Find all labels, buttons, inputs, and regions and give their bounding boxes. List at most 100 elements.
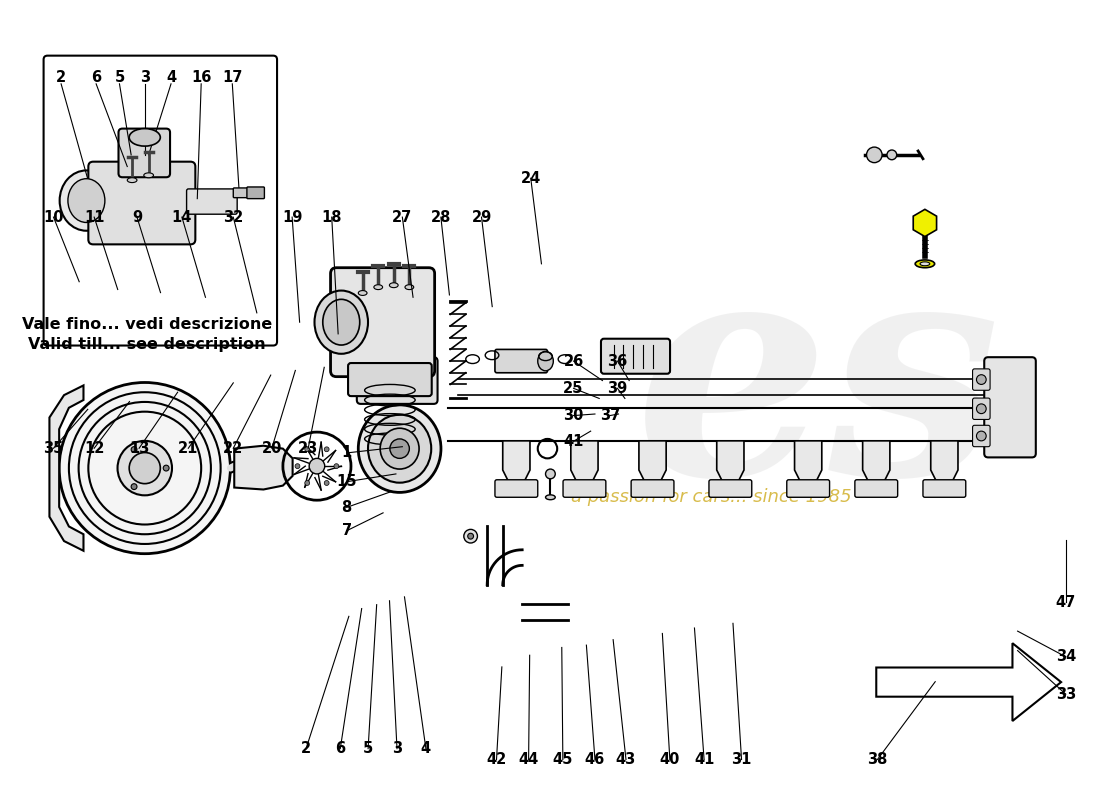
Circle shape (389, 439, 409, 458)
Text: 34: 34 (1056, 650, 1076, 664)
Circle shape (977, 374, 987, 385)
Text: 35: 35 (43, 441, 64, 456)
FancyBboxPatch shape (331, 268, 434, 377)
FancyBboxPatch shape (601, 338, 670, 374)
FancyBboxPatch shape (119, 129, 170, 178)
Text: Valid till... see description: Valid till... see description (28, 337, 265, 352)
Text: 19: 19 (282, 210, 303, 225)
FancyBboxPatch shape (187, 189, 238, 214)
Text: 24: 24 (520, 170, 541, 186)
Text: a passion for cars... since 1985: a passion for cars... since 1985 (571, 488, 851, 506)
Circle shape (163, 465, 169, 471)
Text: 32: 32 (223, 210, 243, 225)
Polygon shape (234, 446, 293, 490)
Circle shape (977, 431, 987, 441)
Circle shape (464, 530, 477, 543)
Ellipse shape (68, 178, 104, 222)
Text: 5: 5 (363, 741, 373, 756)
Text: 16: 16 (191, 70, 211, 85)
Text: 41: 41 (694, 752, 714, 767)
Circle shape (546, 469, 556, 478)
Ellipse shape (405, 285, 414, 290)
Text: Vale fino... vedi descrizione: Vale fino... vedi descrizione (22, 318, 272, 332)
Text: 40: 40 (660, 752, 680, 767)
Polygon shape (50, 386, 84, 550)
FancyBboxPatch shape (356, 357, 438, 404)
FancyBboxPatch shape (972, 426, 990, 446)
FancyBboxPatch shape (495, 480, 538, 498)
Polygon shape (503, 441, 530, 486)
Circle shape (129, 453, 161, 484)
FancyBboxPatch shape (44, 56, 277, 346)
Text: 43: 43 (616, 752, 636, 767)
Text: 25: 25 (563, 381, 584, 396)
Polygon shape (913, 210, 936, 237)
Ellipse shape (389, 282, 398, 288)
FancyBboxPatch shape (923, 480, 966, 498)
Circle shape (131, 446, 138, 453)
Ellipse shape (374, 285, 383, 290)
Circle shape (887, 150, 896, 160)
Text: 4: 4 (166, 70, 176, 85)
Text: 2: 2 (301, 741, 311, 756)
Polygon shape (794, 441, 822, 486)
Text: 36: 36 (607, 354, 627, 369)
Text: 41: 41 (563, 434, 584, 449)
Text: 11: 11 (84, 210, 104, 225)
Ellipse shape (368, 414, 431, 482)
Text: 45: 45 (552, 752, 573, 767)
Ellipse shape (144, 173, 154, 178)
FancyBboxPatch shape (710, 480, 751, 498)
FancyBboxPatch shape (246, 187, 264, 198)
Text: 29: 29 (472, 210, 492, 225)
Text: 4: 4 (421, 741, 431, 756)
Text: 9: 9 (132, 210, 142, 225)
FancyBboxPatch shape (233, 188, 250, 198)
Text: 28: 28 (431, 210, 451, 225)
Text: 17: 17 (222, 70, 242, 85)
Ellipse shape (920, 262, 929, 266)
FancyBboxPatch shape (495, 350, 548, 373)
FancyBboxPatch shape (984, 357, 1036, 458)
Ellipse shape (315, 290, 368, 354)
Ellipse shape (915, 260, 935, 268)
Text: 26: 26 (563, 354, 584, 369)
Text: 22: 22 (223, 441, 243, 456)
Text: 15: 15 (337, 474, 358, 490)
Text: 6: 6 (91, 70, 101, 85)
Text: 47: 47 (1056, 595, 1076, 610)
Text: 1: 1 (342, 446, 352, 461)
Circle shape (334, 464, 339, 469)
Ellipse shape (129, 129, 161, 146)
Text: 14: 14 (172, 210, 192, 225)
FancyBboxPatch shape (855, 480, 898, 498)
Text: 30: 30 (563, 408, 584, 423)
Text: 18: 18 (321, 210, 342, 225)
Circle shape (305, 481, 309, 486)
FancyBboxPatch shape (348, 363, 431, 396)
Text: 21: 21 (178, 441, 198, 456)
Text: 37: 37 (600, 408, 620, 423)
FancyBboxPatch shape (972, 369, 990, 390)
Text: 2: 2 (56, 70, 66, 85)
Circle shape (59, 382, 230, 554)
Ellipse shape (538, 351, 553, 371)
Polygon shape (931, 441, 958, 486)
Polygon shape (862, 441, 890, 486)
Ellipse shape (59, 170, 113, 230)
Circle shape (131, 484, 138, 490)
Ellipse shape (359, 405, 441, 493)
Polygon shape (877, 643, 1062, 721)
FancyBboxPatch shape (972, 398, 990, 419)
FancyBboxPatch shape (563, 480, 606, 498)
Text: 8: 8 (342, 500, 352, 515)
Text: 31: 31 (732, 752, 751, 767)
Text: 38: 38 (867, 752, 888, 767)
Ellipse shape (381, 428, 419, 469)
Polygon shape (717, 441, 744, 486)
Text: 13: 13 (129, 441, 150, 456)
Circle shape (309, 458, 324, 474)
Text: 3: 3 (140, 70, 150, 85)
Text: 33: 33 (1056, 686, 1076, 702)
Circle shape (295, 464, 300, 469)
